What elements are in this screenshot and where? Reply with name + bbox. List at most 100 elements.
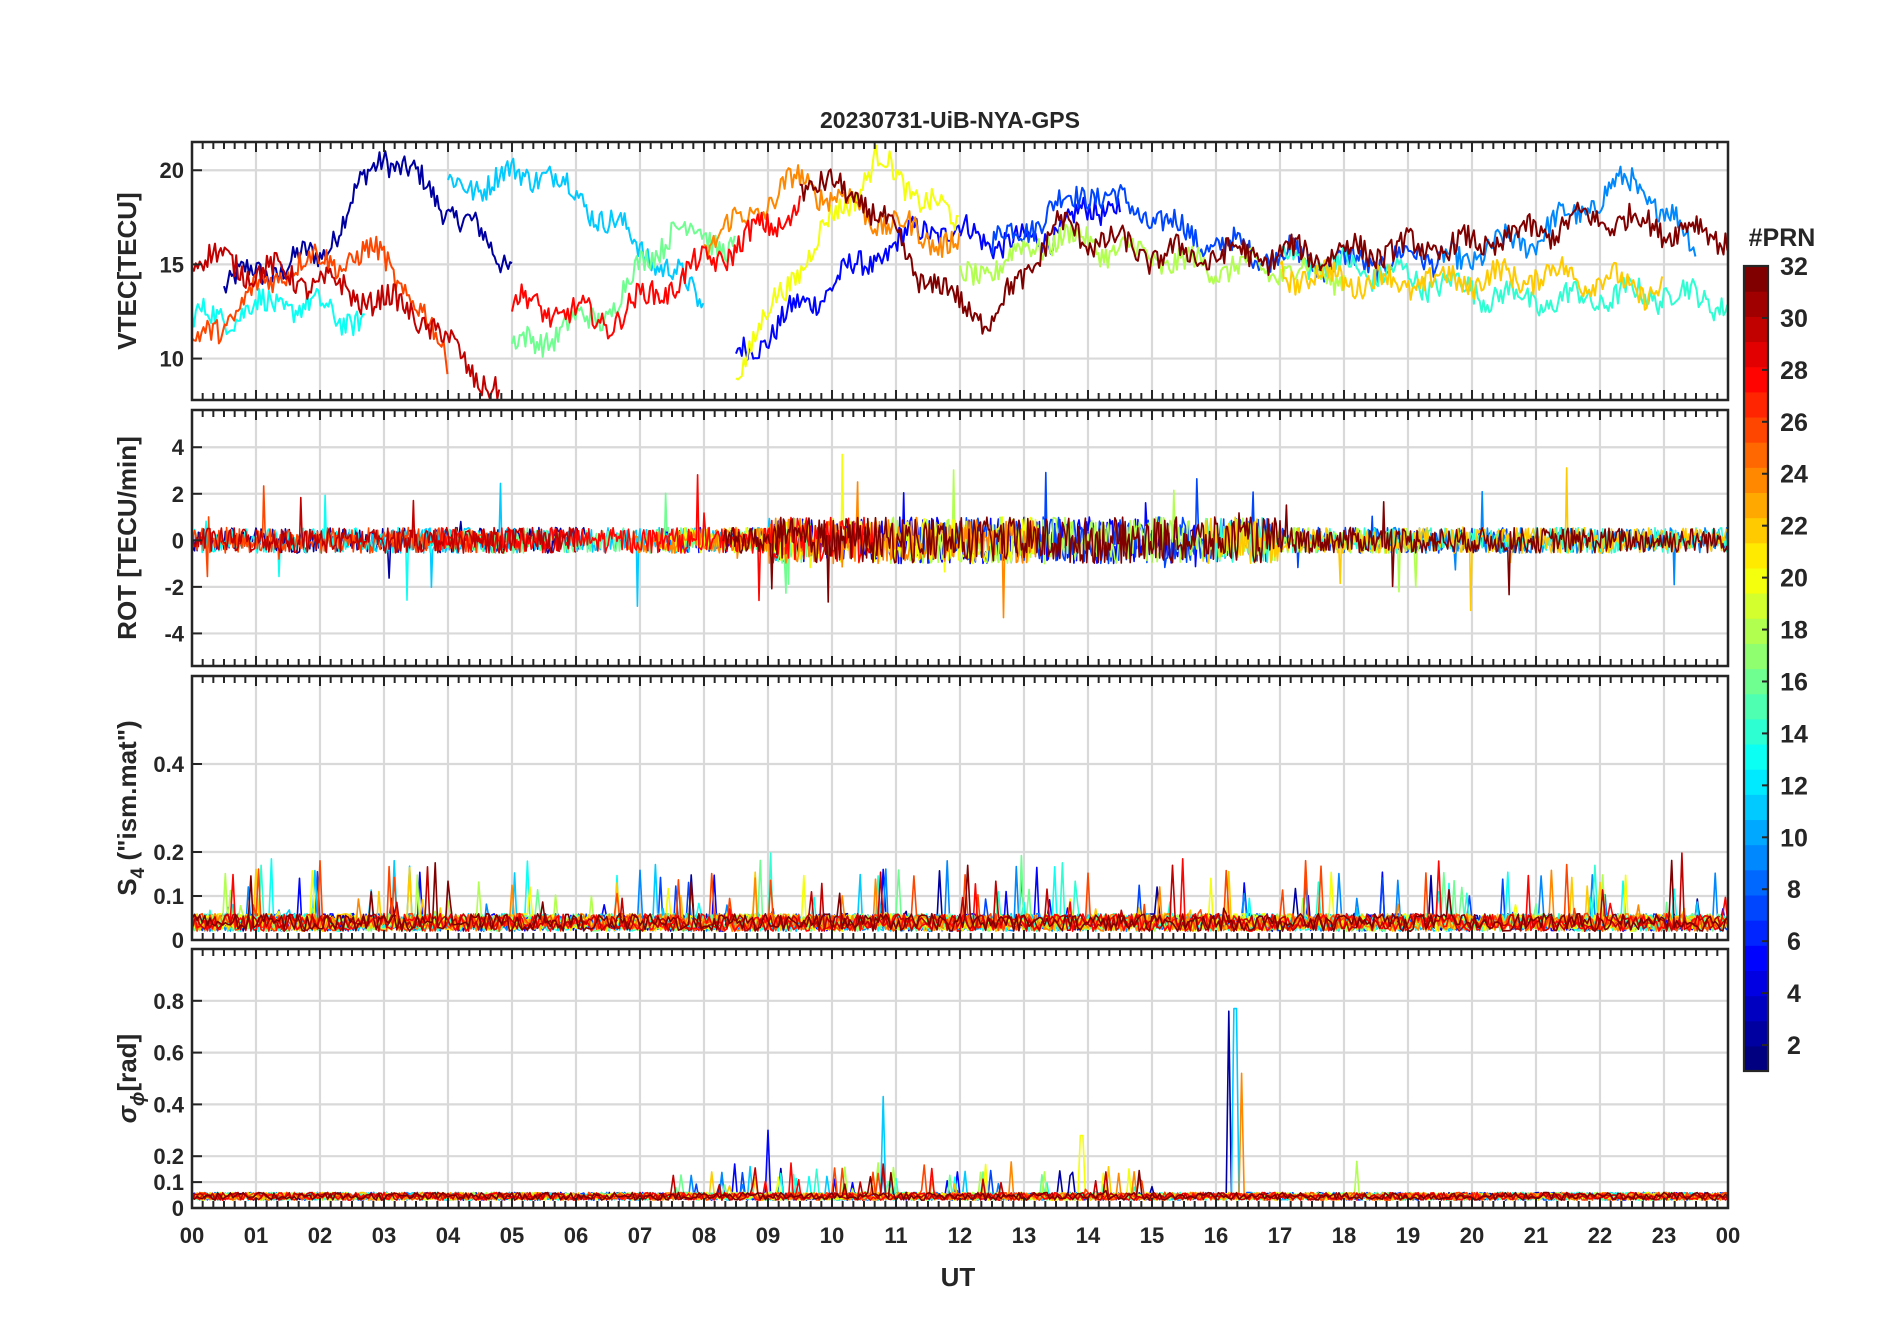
prn-16-trace [511,221,736,358]
colorbar-segment [1744,869,1768,896]
y-tick-label: 0.1 [153,884,184,909]
y-tick-label: 0.6 [153,1041,184,1066]
colorbar-segment [1744,467,1768,494]
y-tick-label: 2 [172,482,184,507]
x-tick-label: 02 [308,1223,332,1248]
y-tick-label: 0.2 [153,840,184,865]
colorbar-segment [1744,316,1768,343]
colorbar-tick-label: 6 [1787,928,1801,956]
y-tick-label: 0 [172,928,184,953]
prn-9-trace [1439,165,1697,271]
colorbar-tick-label: 16 [1780,668,1808,696]
x-tick-label: 14 [1076,1223,1101,1248]
prn-13-trace [192,288,365,337]
chart-title: 20230731-UiB-NYA-GPS [820,107,1080,133]
x-tick-label: 09 [756,1223,780,1248]
x-tick-label: 11 [884,1223,907,1248]
prn-28-trace [511,195,801,340]
y-tick-label: 4 [172,435,185,460]
x-tick-label: 20 [1460,1223,1484,1248]
colorbar-segment [1744,266,1768,292]
colorbar-segment [1744,391,1768,418]
colorbar-frame [1742,264,1770,1073]
prn-11-trace [447,157,705,309]
prn-14-trace [1279,237,1728,322]
y-tick-label: 10 [160,347,184,372]
x-tick-label: 06 [564,1223,588,1248]
x-tick-label: 23 [1652,1223,1676,1248]
colorbar-tick-label: 26 [1780,409,1808,437]
colorbar-tick-label: 4 [1787,980,1801,1008]
colorbar-segment [1744,291,1768,317]
x-tick-label: 10 [820,1223,844,1248]
colorbar-segment [1744,643,1768,670]
prn-32-trace [722,501,1728,603]
colorbar-segment [1744,567,1768,594]
x-tick-label: 18 [1332,1223,1356,1248]
colorbar-segment [1744,769,1768,795]
colorbar-segment [1744,416,1768,443]
y-tick-label: 0.8 [153,989,184,1014]
colorbar-segment [1744,819,1768,846]
colorbar-segment [1744,995,1768,1022]
colorbar-segment [1744,492,1768,519]
prn-32-trace [799,168,1728,335]
colorbar-tick-label: 20 [1780,565,1808,593]
prn-7-trace [991,184,1441,284]
x-tick-label: 08 [692,1223,716,1248]
colorbar-segment [1744,743,1768,770]
y-tick-label: 0.2 [153,1144,184,1169]
colorbar-tick-label: 22 [1780,513,1808,541]
colorbar-segment [1744,693,1768,720]
vtec-panel: 10 15 20 VTEC[TECU] [112,140,1730,402]
colorbar-segment [1744,970,1768,997]
rot-y-axis-label: ROT [TECU/min] [112,436,142,640]
colorbar-segment [1744,718,1768,745]
sigma-phi-panel: 00.10.2 0.4 0.6 0.8σϕ[rad] [112,947,1730,1221]
vtec-y-axis-label: VTEC[TECU] [112,192,142,349]
prn-22-trace [1279,256,1664,311]
x-tick-label: 16 [1204,1223,1228,1248]
y-tick-label: 15 [160,252,184,277]
colorbar-segment [1744,341,1768,368]
x-tick-label: 01 [244,1223,268,1248]
colorbar-segment [1744,844,1768,871]
prn-5-trace [658,492,1198,568]
colorbar-tick-label: 18 [1780,617,1808,645]
x-tick-label: 07 [628,1223,652,1248]
prn-30-trace [192,852,1728,932]
x-tick-label: 00 [1716,1223,1740,1248]
colorbar-tick-label: 14 [1780,720,1808,748]
x-tick-label: 05 [500,1223,524,1248]
colorbar-segment [1744,945,1768,971]
colorbar-tick-label: 30 [1780,305,1808,333]
y-tick-label: 0.1 [153,1170,184,1195]
colorbar-tick-label: 12 [1780,772,1808,800]
x-tick-label: 04 [436,1223,461,1248]
colorbar-tick-label: 28 [1780,357,1808,385]
y-tick-label: 20 [160,158,184,183]
colorbar-segment [1744,1020,1768,1047]
y-tick-label: 0.4 [153,1092,184,1117]
sigphi-y-axis-label: σϕ[rad] [112,1034,149,1123]
colorbar-tick-label: 8 [1787,876,1801,904]
x-tick-label: 03 [372,1223,396,1248]
prn-28-trace [434,474,878,602]
colorbar-tick-label: 24 [1780,461,1808,489]
colorbar-segment [1744,593,1768,619]
x-tick-label: 13 [1012,1223,1036,1248]
y-tick-label: -4 [164,621,184,646]
prn-26-trace [192,235,449,375]
x-tick-label: 15 [1140,1223,1164,1248]
prn-32-trace [192,1169,1728,1201]
y-tick-label: 0.4 [153,752,184,777]
prn-18-trace [959,222,1345,296]
colorbar-segment [1744,1045,1768,1072]
s4-y-axis-label: S4 ("ism.mat") [112,720,149,895]
rot-panel: -4 -2 0 2 4 ROT [TECU/min] [112,408,1730,668]
y-tick-label: -2 [164,575,184,600]
colorbar-segment [1744,366,1768,393]
colorbar-tick-label: 32 [1780,253,1808,281]
